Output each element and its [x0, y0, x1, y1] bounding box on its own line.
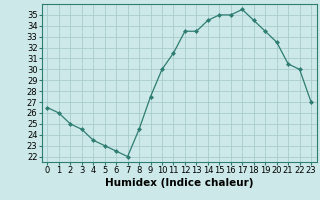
X-axis label: Humidex (Indice chaleur): Humidex (Indice chaleur): [105, 178, 253, 188]
